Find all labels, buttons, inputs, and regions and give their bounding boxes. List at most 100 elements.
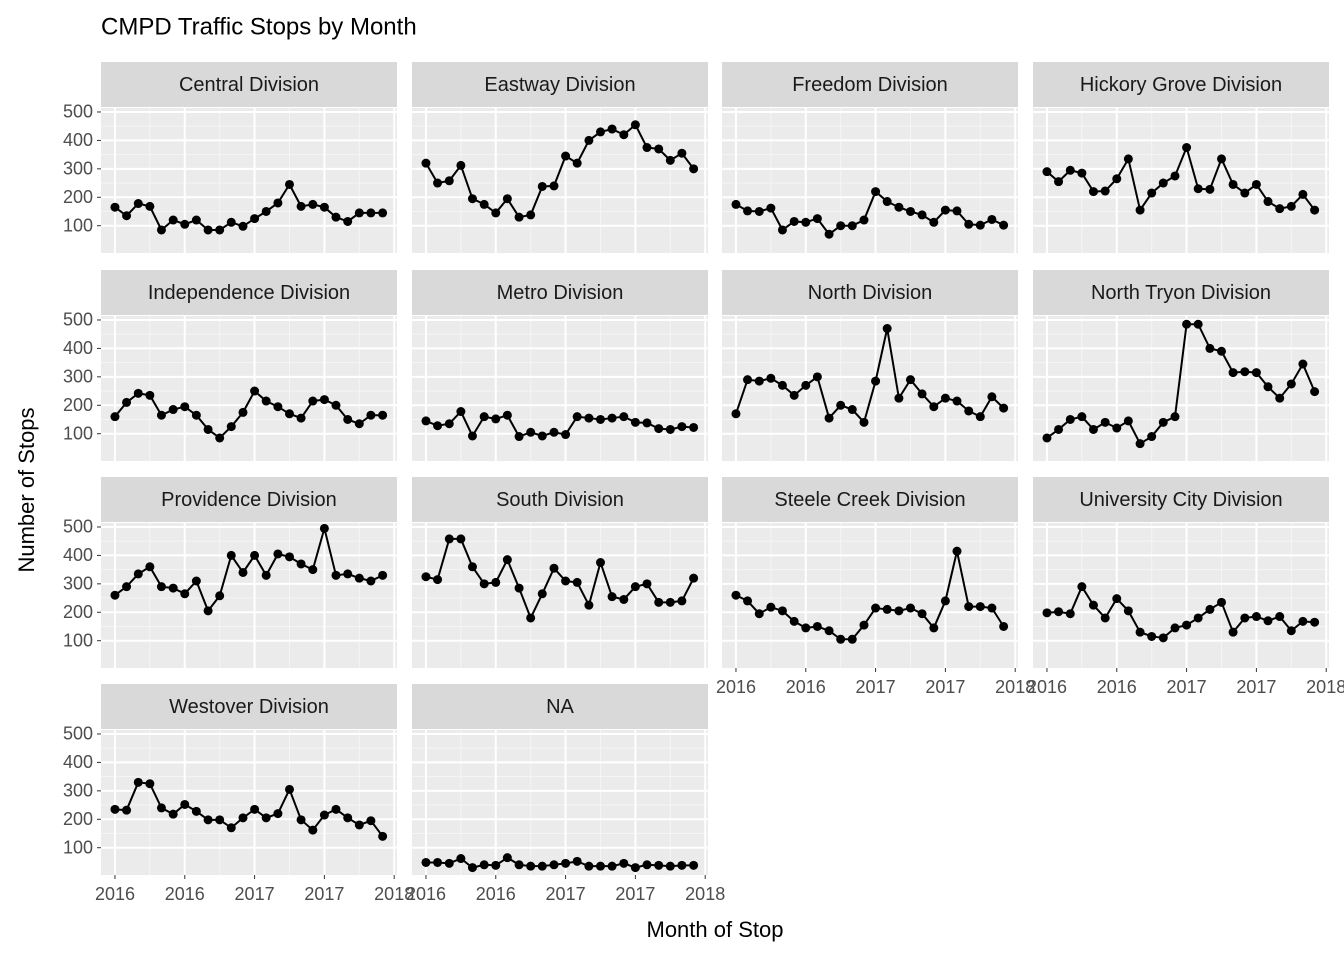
data-point: [1228, 627, 1238, 637]
data-point: [859, 215, 869, 225]
data-point: [1275, 204, 1285, 214]
panel-background: [101, 108, 397, 253]
data-point: [1216, 597, 1226, 607]
data-point: [319, 523, 329, 533]
data-point: [1088, 424, 1098, 434]
data-point: [630, 582, 640, 592]
y-tick-label: 200: [63, 602, 93, 622]
x-tick-label: 2016: [406, 884, 446, 904]
data-point: [1065, 609, 1075, 619]
data-point: [561, 858, 571, 868]
data-point: [917, 609, 927, 619]
data-point: [595, 861, 605, 871]
data-point: [526, 210, 536, 220]
data-point: [1054, 424, 1064, 434]
data-point: [595, 558, 605, 568]
data-point: [572, 856, 582, 866]
data-point: [514, 583, 524, 593]
data-point: [689, 422, 699, 432]
data-point: [1205, 184, 1215, 194]
data-point: [549, 427, 559, 437]
data-point: [250, 550, 260, 560]
x-tick-label: 2016: [1097, 677, 1137, 697]
data-point: [731, 409, 741, 419]
data-point: [665, 424, 675, 434]
data-point: [584, 600, 594, 610]
data-point: [743, 596, 753, 606]
data-point: [133, 777, 143, 787]
data-point: [343, 216, 353, 226]
facet-panel: North Tryon Division: [1033, 270, 1329, 461]
data-point: [378, 831, 388, 841]
data-point: [549, 181, 559, 191]
data-point: [238, 221, 248, 231]
data-point: [905, 206, 915, 216]
panel-background: [722, 316, 1018, 461]
data-point: [987, 603, 997, 613]
data-point: [1158, 417, 1168, 427]
data-point: [1135, 439, 1145, 449]
data-point: [607, 861, 617, 871]
data-point: [226, 823, 236, 833]
data-point: [456, 854, 466, 864]
strip-background: [412, 62, 708, 107]
data-point: [1054, 177, 1064, 187]
data-point: [1275, 612, 1285, 622]
data-point: [975, 602, 985, 612]
data-point: [1123, 416, 1133, 426]
y-axis-title: Number of Stops: [14, 407, 39, 572]
y-tick-label: 300: [63, 574, 93, 594]
data-point: [964, 602, 974, 612]
data-point: [654, 144, 664, 154]
data-point: [1193, 319, 1203, 329]
data-point: [1112, 174, 1122, 184]
data-point: [630, 863, 640, 873]
y-tick-label: 400: [63, 338, 93, 358]
data-point: [467, 431, 477, 441]
strip-label: North Tryon Division: [1091, 282, 1271, 304]
data-point: [133, 388, 143, 398]
data-point: [572, 158, 582, 168]
data-point: [122, 805, 132, 815]
data-point: [145, 390, 155, 400]
data-point: [133, 199, 143, 209]
data-point: [871, 187, 881, 197]
data-point: [1216, 346, 1226, 356]
data-point: [561, 430, 571, 440]
data-point: [122, 582, 132, 592]
data-point: [619, 594, 629, 604]
data-point: [366, 410, 376, 420]
data-point: [502, 555, 512, 565]
data-point: [537, 431, 547, 441]
data-point: [894, 393, 904, 403]
data-point: [433, 575, 443, 585]
data-point: [215, 591, 225, 601]
data-point: [859, 620, 869, 630]
facet-panel: South Division: [412, 477, 708, 668]
panel-background: [722, 108, 1018, 253]
data-point: [1240, 613, 1250, 623]
facet-panel: Westover Division 100 200 300 400 500 2016 2016…: [63, 684, 414, 904]
data-point: [491, 577, 501, 587]
x-tick-label: 2017: [1236, 677, 1276, 697]
data-point: [1310, 387, 1320, 397]
y-tick-label: 400: [63, 545, 93, 565]
data-point: [847, 221, 857, 231]
y-tick-label: 200: [63, 809, 93, 829]
data-point: [1298, 189, 1308, 199]
data-point: [1042, 167, 1052, 177]
data-point: [595, 127, 605, 137]
strip-background: [1033, 270, 1329, 315]
data-point: [894, 606, 904, 616]
data-point: [882, 197, 892, 207]
data-point: [156, 225, 166, 235]
data-point: [731, 199, 741, 209]
data-point: [168, 215, 178, 225]
data-point: [1100, 613, 1110, 623]
facet-panel: Eastway Division: [412, 62, 708, 253]
data-point: [1088, 187, 1098, 197]
data-point: [354, 820, 364, 830]
data-point: [952, 546, 962, 556]
panel-background: [412, 523, 708, 668]
